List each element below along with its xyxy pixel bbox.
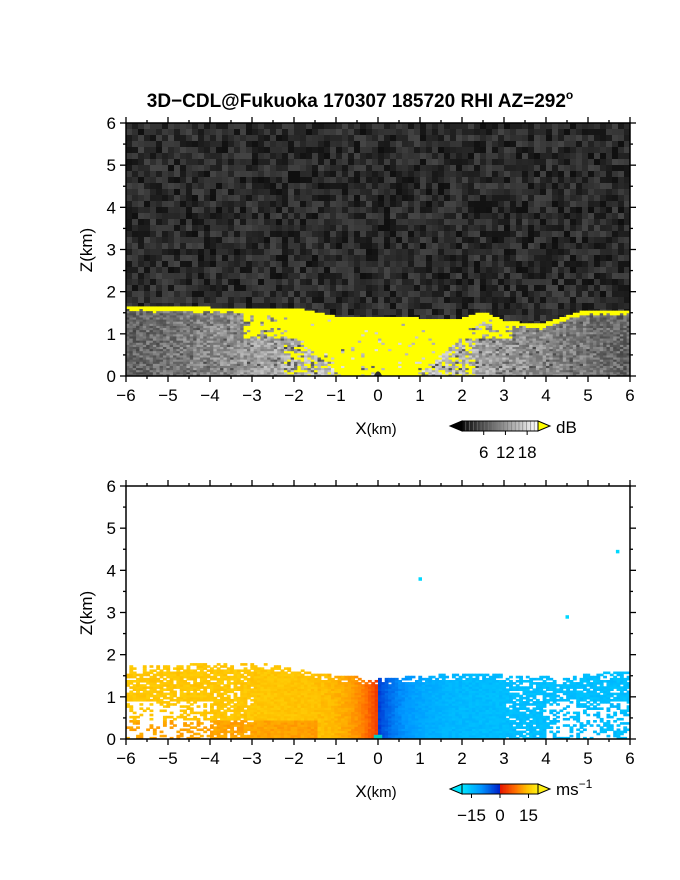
y-tick-label: 3: [107, 604, 116, 623]
colorbar-low-arrow: [448, 783, 463, 795]
x-tick-label: 4: [541, 749, 550, 768]
y-tick-label: 2: [107, 646, 116, 665]
x-tick-label: −4: [200, 386, 219, 405]
y-tick-label: 4: [107, 561, 116, 580]
y-axis-label: Z(km): [77, 228, 96, 272]
x-tick-label: −1: [326, 749, 345, 768]
colorbar-tick-label: 18: [518, 443, 537, 462]
instrument-mound: [373, 371, 383, 376]
x-tick-label: 4: [541, 386, 550, 405]
x-tick-label: 6: [625, 386, 634, 405]
isolated-point: [565, 615, 569, 619]
figure-title: 3D−CDL@Fukuoka 170307 185720 RHI AZ=292o: [147, 88, 574, 112]
backscatter-field: [126, 306, 631, 377]
y-tick-label: 6: [107, 477, 116, 496]
colorbar-tick-label: 6: [479, 443, 488, 462]
y-tick-label: 0: [107, 367, 116, 386]
x-tick-label: −6: [116, 749, 135, 768]
y-tick-label: 6: [107, 114, 116, 133]
colorbar-high-arrow: [537, 420, 552, 432]
x-tick-label: −3: [242, 386, 261, 405]
y-axis-label: Z(km): [77, 591, 96, 635]
colorbar-tick-label: −15: [457, 806, 486, 825]
colorbar: −15 0 15 ms−1: [448, 777, 593, 825]
x-tick-label: −2: [284, 386, 303, 405]
x-tick-label: 1: [415, 386, 424, 405]
y-axis: 0 1 2 3 4 5 6: [107, 477, 636, 749]
x-tick-label: 6: [625, 749, 634, 768]
x-axis: −6 −5 −4 −3 −2 −1 0 1 2 3 4 5 6: [116, 480, 635, 768]
x-tick-label: 3: [499, 386, 508, 405]
colorbar: 6 12 18 dB: [448, 418, 577, 462]
y-tick-label: 0: [107, 730, 116, 749]
colorbar-unit: dB: [556, 418, 577, 437]
colorbar-tick-label: 12: [496, 443, 515, 462]
x-tick-label: 5: [583, 749, 592, 768]
colorbar-tick-label: 0: [495, 806, 504, 825]
x-tick-label: 0: [373, 749, 382, 768]
colorbar-low-arrow: [448, 420, 463, 432]
x-tick-label: 3: [499, 749, 508, 768]
isolated-point: [418, 577, 422, 581]
velocity-field: [126, 549, 631, 740]
x-tick-label: 1: [415, 749, 424, 768]
x-tick-label: 5: [583, 386, 592, 405]
y-tick-label: 1: [107, 688, 116, 707]
x-tick-label: −2: [284, 749, 303, 768]
x-axis-label: X(km): [355, 419, 396, 438]
x-tick-label: −4: [200, 749, 219, 768]
y-tick-label: 3: [107, 241, 116, 260]
y-axis: 0 1 2 3 4 5 6: [107, 114, 636, 386]
x-tick-label: −6: [116, 386, 135, 405]
x-tick-label: 2: [457, 386, 466, 405]
x-tick-label: −5: [158, 749, 177, 768]
y-tick-label: 2: [107, 283, 116, 302]
colorbar-unit: ms−1: [556, 777, 593, 799]
y-tick-label: 5: [107, 519, 116, 538]
colorbar-high-arrow: [537, 783, 552, 795]
y-tick-label: 4: [107, 198, 116, 217]
colorbar-tick-label: 15: [519, 806, 538, 825]
y-tick-label: 5: [107, 156, 116, 175]
origin-marker: [373, 734, 383, 739]
x-axis-label: X(km): [355, 782, 396, 801]
y-tick-label: 1: [107, 325, 116, 344]
x-axis: −6 −5 −4 −3 −2 −1 0 1 2 3 4 5 6: [116, 117, 635, 405]
x-tick-label: −1: [326, 386, 345, 405]
x-tick-label: −5: [158, 386, 177, 405]
x-tick-label: 0: [373, 386, 382, 405]
x-tick-label: 2: [457, 749, 466, 768]
x-tick-label: −3: [242, 749, 261, 768]
isolated-point: [615, 549, 620, 554]
